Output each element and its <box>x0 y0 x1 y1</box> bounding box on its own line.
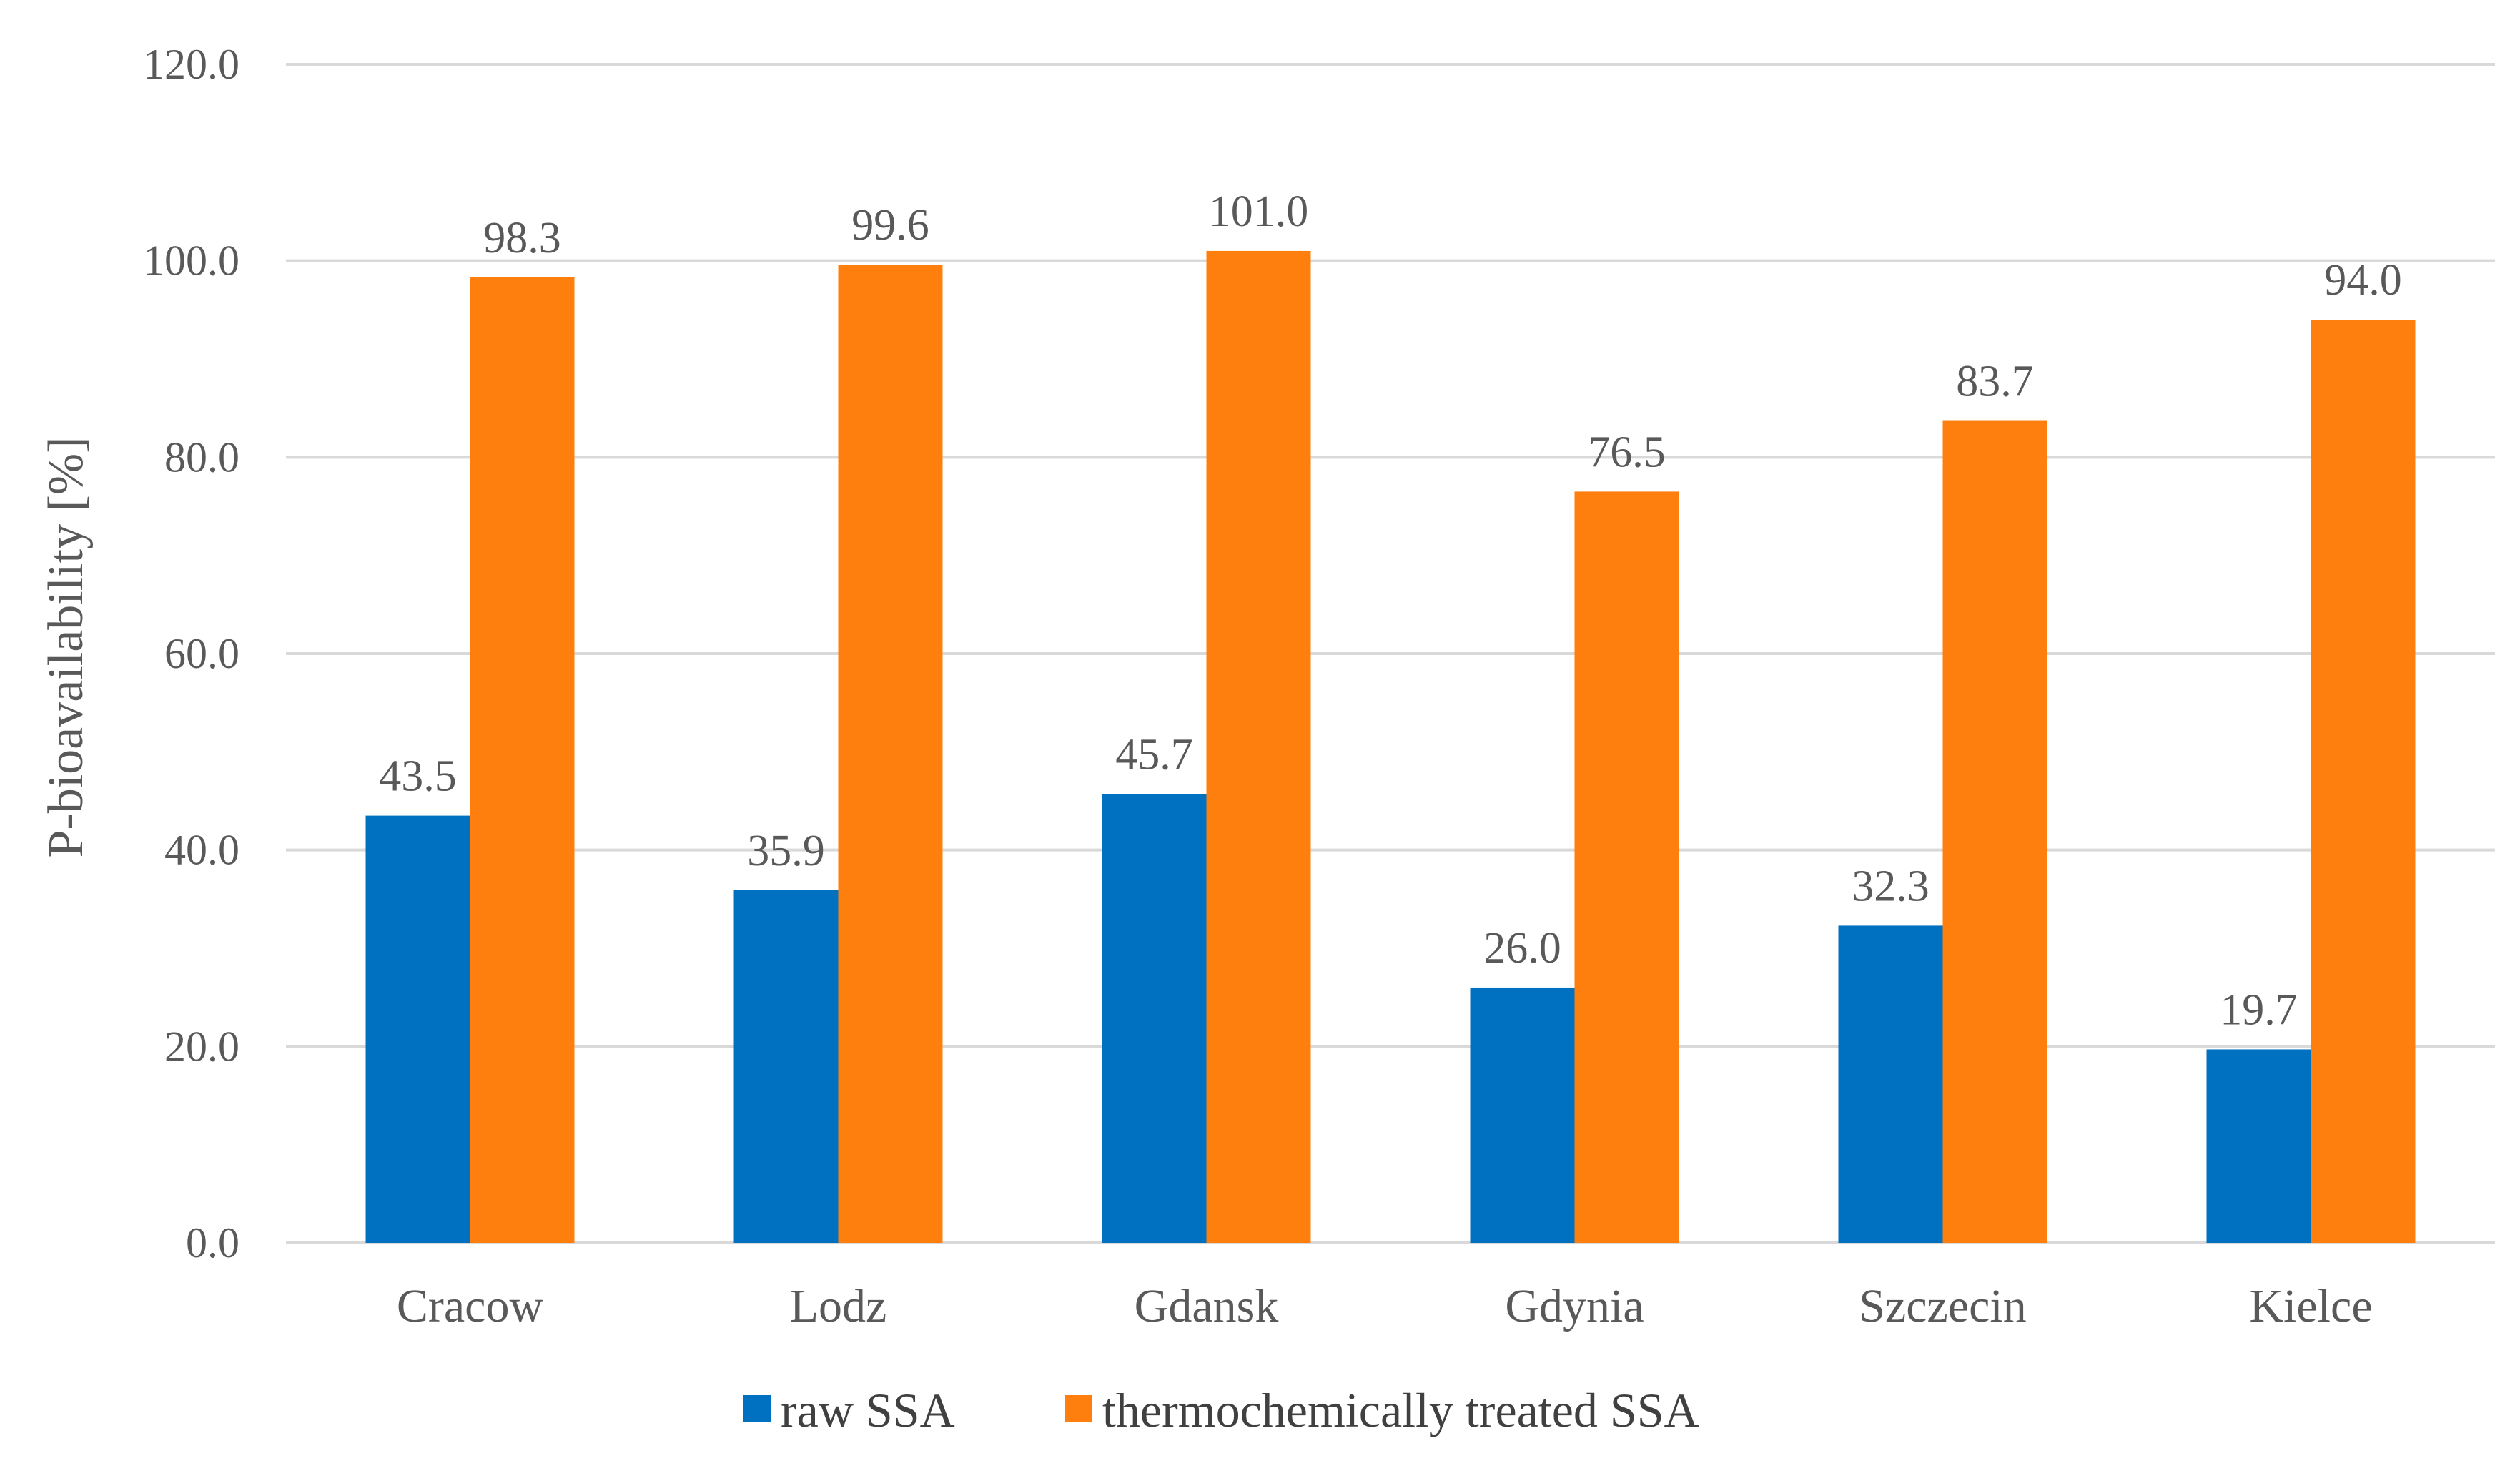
legend-label: thermochemically treated SSA <box>1102 1383 1699 1437</box>
bar-raw-cracow <box>365 815 470 1243</box>
data-label: 101.0 <box>1209 187 1309 236</box>
data-label: 35.9 <box>747 827 825 875</box>
legend-swatch-treated <box>1065 1395 1092 1422</box>
category-label: Gdynia <box>1505 1280 1644 1332</box>
data-label: 45.7 <box>1115 730 1193 779</box>
y-tick-label: 100.0 <box>143 237 239 285</box>
y-tick-label: 20.0 <box>164 1023 239 1070</box>
category-label: Szczecin <box>1859 1280 2027 1332</box>
gridlines <box>286 63 2495 1244</box>
bar-treated-szczecin <box>1942 420 2047 1243</box>
legend-swatch-raw <box>743 1395 771 1422</box>
data-label: 83.7 <box>1956 358 2034 406</box>
data-label: 43.5 <box>379 752 457 801</box>
data-label: 26.0 <box>1483 924 1561 973</box>
bar-raw-gdansk <box>1102 794 1207 1243</box>
y-tick-label: 120.0 <box>143 41 239 88</box>
y-axis-title: P-bioavailability [%] <box>39 436 94 857</box>
bar-raw-gdynia <box>1470 987 1575 1243</box>
data-labels: 43.5 98.3 35.9 99.6 45.7 101.0 26.0 76.5 32.3 83.… <box>379 187 2402 1035</box>
data-label: 76.5 <box>1588 428 1666 476</box>
y-tick-label: 80.0 <box>164 433 239 481</box>
data-label: 32.3 <box>1852 862 1929 910</box>
bar-raw-kielce <box>2206 1049 2311 1243</box>
y-tick-label: 60.0 <box>164 630 239 677</box>
y-tick-label: 40.0 <box>164 827 239 874</box>
legend-label: raw SSA <box>781 1383 955 1437</box>
data-label: 99.6 <box>851 201 929 250</box>
data-label: 94.0 <box>2324 256 2402 305</box>
bar-treated-gdansk <box>1206 250 1311 1243</box>
bar-treated-kielce <box>2311 320 2416 1244</box>
bar-treated-cracow <box>470 277 575 1244</box>
bars <box>365 250 2416 1244</box>
y-tick-label: 0.0 <box>186 1219 239 1266</box>
data-label: 98.3 <box>483 214 561 262</box>
bar-treated-lodz <box>838 265 943 1243</box>
x-axis-categories: Cracow Lodz Gdansk Gdynia Szczecin Kielce <box>397 1280 2373 1332</box>
bar-treated-gdynia <box>1574 491 1679 1243</box>
bar-raw-lodz <box>733 890 839 1243</box>
category-label: Kielce <box>2249 1280 2372 1332</box>
y-axis-ticks: 0.0 20.0 40.0 60.0 80.0 100.0 120.0 <box>143 41 239 1266</box>
category-label: Gdansk <box>1135 1280 1279 1332</box>
category-label: Cracow <box>397 1280 544 1332</box>
data-label: 19.7 <box>2220 985 2298 1034</box>
legend: raw SSA thermochemically treated SSA <box>743 1383 1699 1437</box>
bar-raw-szczecin <box>1838 925 1943 1243</box>
category-label: Lodz <box>790 1280 887 1332</box>
